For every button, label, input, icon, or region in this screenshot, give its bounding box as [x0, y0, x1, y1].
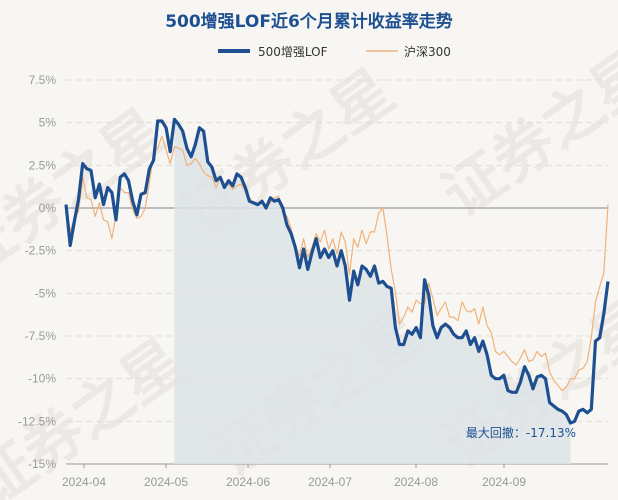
series-line-hs300 [65, 135, 609, 392]
y-tick-label: 7.5% [29, 73, 57, 87]
legend-label-hs300: 沪深300 [404, 45, 451, 59]
y-tick-label: 0% [39, 201, 57, 215]
watermark-text: 证券之星 [0, 96, 177, 291]
x-tick-label: 2024-04 [62, 475, 106, 489]
x-tick-label: 2024-07 [308, 475, 352, 489]
x-tick-label: 2024-06 [226, 475, 270, 489]
watermark-text: 证券之星 [430, 36, 618, 231]
y-tick-label: -10% [28, 372, 56, 386]
max-drawdown-label: 最大回撤：-17.13% [466, 425, 576, 440]
y-tick-label: -5% [35, 286, 57, 300]
y-tick-label: 2.5% [29, 158, 57, 172]
y-tick-label: -2.5% [25, 244, 57, 258]
y-tick-label: -7.5% [25, 329, 57, 343]
x-tick-label: 2024-09 [482, 475, 526, 489]
x-tick-label: 2024-08 [394, 475, 438, 489]
drawdown-area [174, 119, 571, 465]
x-tick-label: 2024-05 [144, 475, 188, 489]
watermark-text: 证券之星 [0, 326, 197, 500]
series-line-500lof [64, 117, 610, 425]
y-tick-label: -12.5% [18, 414, 56, 428]
y-tick-label: -15% [28, 457, 56, 471]
chart-title: 500增强LOF近6个月累计收益率走势 [165, 12, 453, 32]
y-tick-label: 5% [39, 116, 57, 130]
legend-label-500lof: 500增强LOF [258, 45, 328, 59]
